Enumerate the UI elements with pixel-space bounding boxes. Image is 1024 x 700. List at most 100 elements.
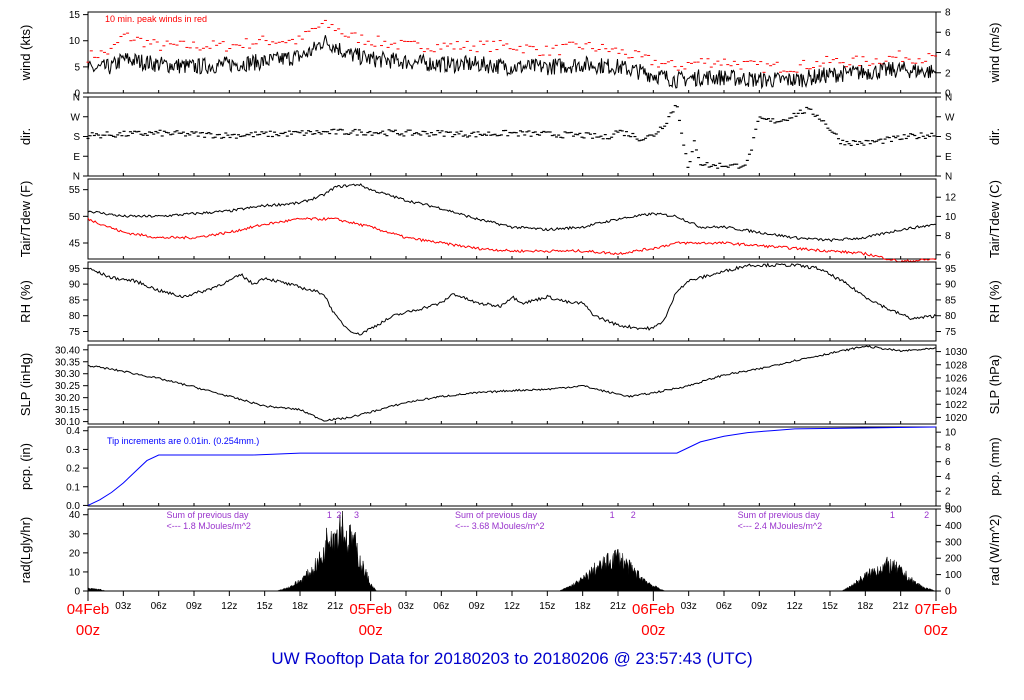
wind-annotation: 10 min. peak winds in red — [105, 14, 207, 24]
x-tick-label: 15z — [822, 601, 838, 612]
wind-ytick-right-label: 2 — [945, 68, 951, 79]
rad-ytick-label: 30 — [69, 529, 81, 540]
x-tick-label: 12z — [504, 601, 520, 612]
x-tick-label: 21z — [327, 601, 343, 612]
temp-panel-frame — [87, 178, 937, 260]
pcp-ytick-label: 0.2 — [66, 464, 80, 475]
x-tick-label: 06z — [151, 601, 167, 612]
dir-ytick-right-label: N — [945, 172, 952, 183]
dir-ytick-label: N — [73, 172, 80, 183]
date-label: 07Feb — [915, 601, 958, 618]
slp-ytick-label: 30.25 — [55, 381, 80, 392]
rh-ytick-right-label: 85 — [945, 295, 957, 306]
radiation-sum-annotation: <--- 1.8 MJoules/m^2 — [166, 521, 251, 531]
x-tick-label: 18z — [575, 601, 591, 612]
radiation-sum-annotation: <--- 2.4 MJoules/m^2 — [738, 521, 823, 531]
pcp-ytick-label: 0.1 — [66, 482, 80, 493]
x-tick-label: 12z — [221, 601, 237, 612]
pcp-ytick-right-label: 2 — [945, 487, 951, 498]
rh-ylabel-right: RH (%) — [987, 280, 1002, 323]
x-tick-label: 06z — [433, 601, 449, 612]
pcp-ytick-label: 0.0 — [66, 501, 80, 512]
x-tick-label: 03z — [115, 601, 131, 612]
dir-ytick-right-label: W — [945, 112, 955, 123]
date-label: 06Feb — [632, 601, 675, 618]
rad-ytick-right-label: 400 — [945, 521, 962, 532]
rad-ytick-label: 20 — [69, 548, 81, 559]
temp-ytick-label: 55 — [69, 185, 81, 196]
rh-ytick-right-label: 90 — [945, 280, 957, 291]
temp-ytick-label: 50 — [69, 212, 81, 223]
wind-ylabel-right: wind (m/s) — [987, 23, 1002, 84]
page-title: UW Rooftop Data for 20180203 to 20180206… — [271, 649, 753, 668]
precip-line — [87, 426, 937, 506]
date-hour-label: 00z — [359, 622, 383, 639]
date-label: 05Feb — [349, 601, 392, 618]
rad-ylabel-right: rad (W/m^2) — [987, 514, 1002, 585]
slp-ytick-label: 30.40 — [55, 345, 80, 356]
rh-ytick-label: 90 — [69, 280, 81, 291]
temp-ytick-label: 45 — [69, 239, 81, 250]
dir-ytick-label: W — [71, 112, 81, 123]
radiation-peak-marker: 2 — [336, 510, 341, 520]
slp-panel-frame — [87, 344, 937, 425]
pcp-ytick-label: 0.4 — [66, 426, 80, 437]
Tair-line — [87, 183, 937, 243]
slp-ytick-right-label: 1028 — [945, 360, 968, 371]
temp-ylabel-right: Tair/Tdew (C) — [987, 180, 1002, 258]
RH-line — [87, 262, 937, 336]
radiation-sum-annotation: Sum of previous day — [455, 510, 538, 520]
rad-ylabel-left: rad(Lgly/hr) — [18, 517, 33, 583]
date-hour-label: 00z — [641, 622, 665, 639]
rh-ylabel-left: RH (%) — [18, 280, 33, 323]
x-tick-label: 18z — [857, 601, 873, 612]
wind-ytick-right-label: 0 — [945, 89, 951, 100]
rad-ytick-label: 10 — [69, 567, 81, 578]
dir-ytick-label: N — [73, 93, 80, 104]
radiation-sum-annotation: Sum of previous day — [166, 510, 249, 520]
x-tick-label: 03z — [681, 601, 697, 612]
rad-ytick-label: 40 — [69, 510, 81, 521]
slp-ytick-label: 30.20 — [55, 393, 80, 404]
dir-ytick-right-label: N — [945, 93, 952, 104]
rh-ytick-label: 95 — [69, 264, 81, 275]
x-tick-label: 03z — [398, 601, 414, 612]
rh-panel-frame — [87, 261, 937, 342]
pcp-ytick-right-label: 4 — [945, 472, 951, 483]
temp-ytick-right-label: 8 — [945, 231, 951, 242]
pcp-ylabel-right: pcp. (mm) — [987, 437, 1002, 496]
radiation-peak-marker: 1 — [890, 510, 895, 520]
rh-ytick-right-label: 95 — [945, 264, 957, 275]
wind-ytick-right-label: 8 — [945, 8, 951, 19]
rh-ytick-label: 85 — [69, 295, 81, 306]
rad-ytick-right-label: 100 — [945, 570, 962, 581]
temp-ytick-right-label: 10 — [945, 212, 957, 223]
radiation-sum-annotation: Sum of previous day — [738, 510, 821, 520]
pcp-ytick-right-label: 10 — [945, 428, 957, 439]
x-tick-label: 21z — [610, 601, 626, 612]
x-tick-label: 09z — [186, 601, 202, 612]
wind-line — [87, 35, 937, 90]
wind-ytick-label: 5 — [74, 62, 80, 73]
radiation-peak-marker: 2 — [924, 510, 929, 520]
wind-ylabel-left: wind (kts) — [18, 25, 33, 82]
radiation-sum-annotation: <--- 3.68 MJoules/m^2 — [455, 521, 545, 531]
pcp-ytick-right-label: 6 — [945, 457, 951, 468]
rad-ytick-right-label: 500 — [945, 505, 962, 516]
x-tick-label: 09z — [469, 601, 485, 612]
precip-annotation: Tip increments are 0.01in. (0.254mm.) — [107, 436, 259, 446]
date-hour-label: 00z — [924, 622, 948, 639]
radiation-peak-marker: 2 — [631, 510, 636, 520]
x-tick-label: 12z — [787, 601, 803, 612]
x-tick-label: 06z — [716, 601, 732, 612]
rad-ytick-right-label: 300 — [945, 537, 962, 548]
slp-ytick-label: 30.35 — [55, 357, 80, 368]
Tdew-line — [87, 216, 937, 263]
dir-ytick-label: S — [73, 132, 80, 143]
pcp-ytick-label: 0.3 — [66, 445, 80, 456]
slp-ytick-right-label: 1030 — [945, 347, 968, 358]
date-label: 04Feb — [67, 601, 110, 618]
wind-ytick-right-label: 4 — [945, 48, 951, 59]
rh-ytick-right-label: 80 — [945, 311, 957, 322]
